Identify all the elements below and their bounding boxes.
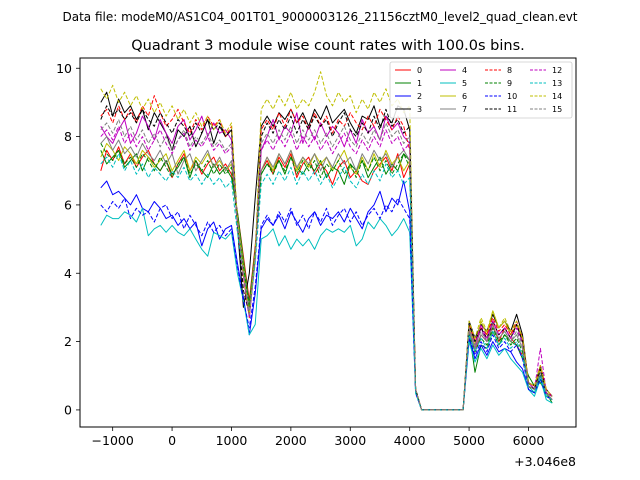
legend-label-8: 8 [507,66,512,75]
legend-label-14: 14 [552,92,562,101]
y-tick-label: 0 [64,402,72,417]
x-tick-label: −1000 [92,433,134,448]
legend-label-5: 5 [462,79,467,88]
legend-label-4: 4 [462,66,467,75]
x-tick-label: 3000 [334,433,366,448]
series-line-13 [100,153,553,411]
y-tick-label: 10 [56,61,72,76]
x-tick-label: 4000 [394,433,426,448]
x-tick-label: 2000 [275,433,307,448]
legend-label-11: 11 [507,105,517,114]
series-line-15 [100,119,553,411]
legend-label-12: 12 [552,66,562,75]
x-tick-label: 6000 [513,433,545,448]
x-offset-label: +3.046e8 [514,454,576,469]
series-line-4 [100,112,553,411]
legend-label-2: 2 [417,92,422,101]
y-tick-label: 2 [64,334,72,349]
series-line-14 [100,71,553,411]
legend-label-7: 7 [462,105,467,114]
legend-label-3: 3 [417,105,422,114]
axes-frame [79,57,577,428]
legend-label-9: 9 [507,79,512,88]
plot-area [100,71,553,411]
x-tick-label: 5000 [453,433,485,448]
data-file-title: Data file: modeM0/AS1C04_001T01_90000031… [62,10,577,24]
x-axis: −1000 0 1000 2000 3000 4000 5000 6000 [92,427,545,448]
legend-label-0: 0 [417,66,422,75]
legend-label-1: 1 [417,79,422,88]
series-line-3 [100,91,553,411]
legend-box [389,61,573,119]
series-line-12 [100,125,553,411]
series-line-5 [100,207,553,411]
series-layer [100,71,553,411]
legend-label-15: 15 [552,105,562,114]
y-axis: 0 2 4 6 8 10 [56,61,80,417]
legend-label-6: 6 [462,92,467,101]
series-line-10 [100,197,553,411]
x-tick-label: 0 [168,433,176,448]
chart-title: Quadrant 3 module wise count rates with … [131,38,525,54]
series-line-2 [100,180,553,411]
x-tick-label: 1000 [216,433,248,448]
legend-label-10: 10 [507,92,517,101]
y-tick-label: 6 [64,197,72,212]
legend-label-13: 13 [552,79,562,88]
y-tick-label: 4 [64,266,72,281]
y-tick-label: 8 [64,129,72,144]
